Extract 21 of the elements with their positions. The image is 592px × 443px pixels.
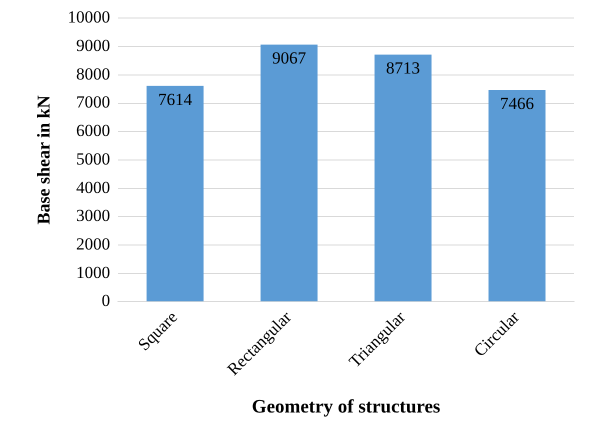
y-tick-label: 7000 — [76, 92, 110, 112]
bar — [146, 86, 204, 302]
y-axis-title: Base shear in kN — [33, 95, 54, 225]
bar — [374, 54, 432, 302]
y-tick-label: 4000 — [76, 178, 110, 197]
y-tick-label: 10000 — [68, 8, 110, 27]
bar — [488, 90, 546, 302]
x-axis-title: Geometry of structures — [252, 396, 440, 418]
data-label: 8713 — [386, 58, 420, 78]
y-tick-label: 2000 — [76, 234, 110, 254]
y-tick-label: 0 — [102, 291, 110, 310]
y-tick-label: 9000 — [76, 36, 110, 56]
y-tick-label: 8000 — [76, 64, 110, 84]
data-label: 9067 — [272, 48, 307, 68]
y-tick-label: 5000 — [76, 149, 110, 168]
data-label: 7466 — [500, 94, 534, 114]
y-tick-label: 3000 — [76, 206, 110, 226]
bar — [260, 44, 318, 302]
y-tick-label: 1000 — [76, 262, 110, 282]
y-tick-label: 6000 — [76, 121, 110, 140]
data-label: 7614 — [158, 90, 193, 109]
